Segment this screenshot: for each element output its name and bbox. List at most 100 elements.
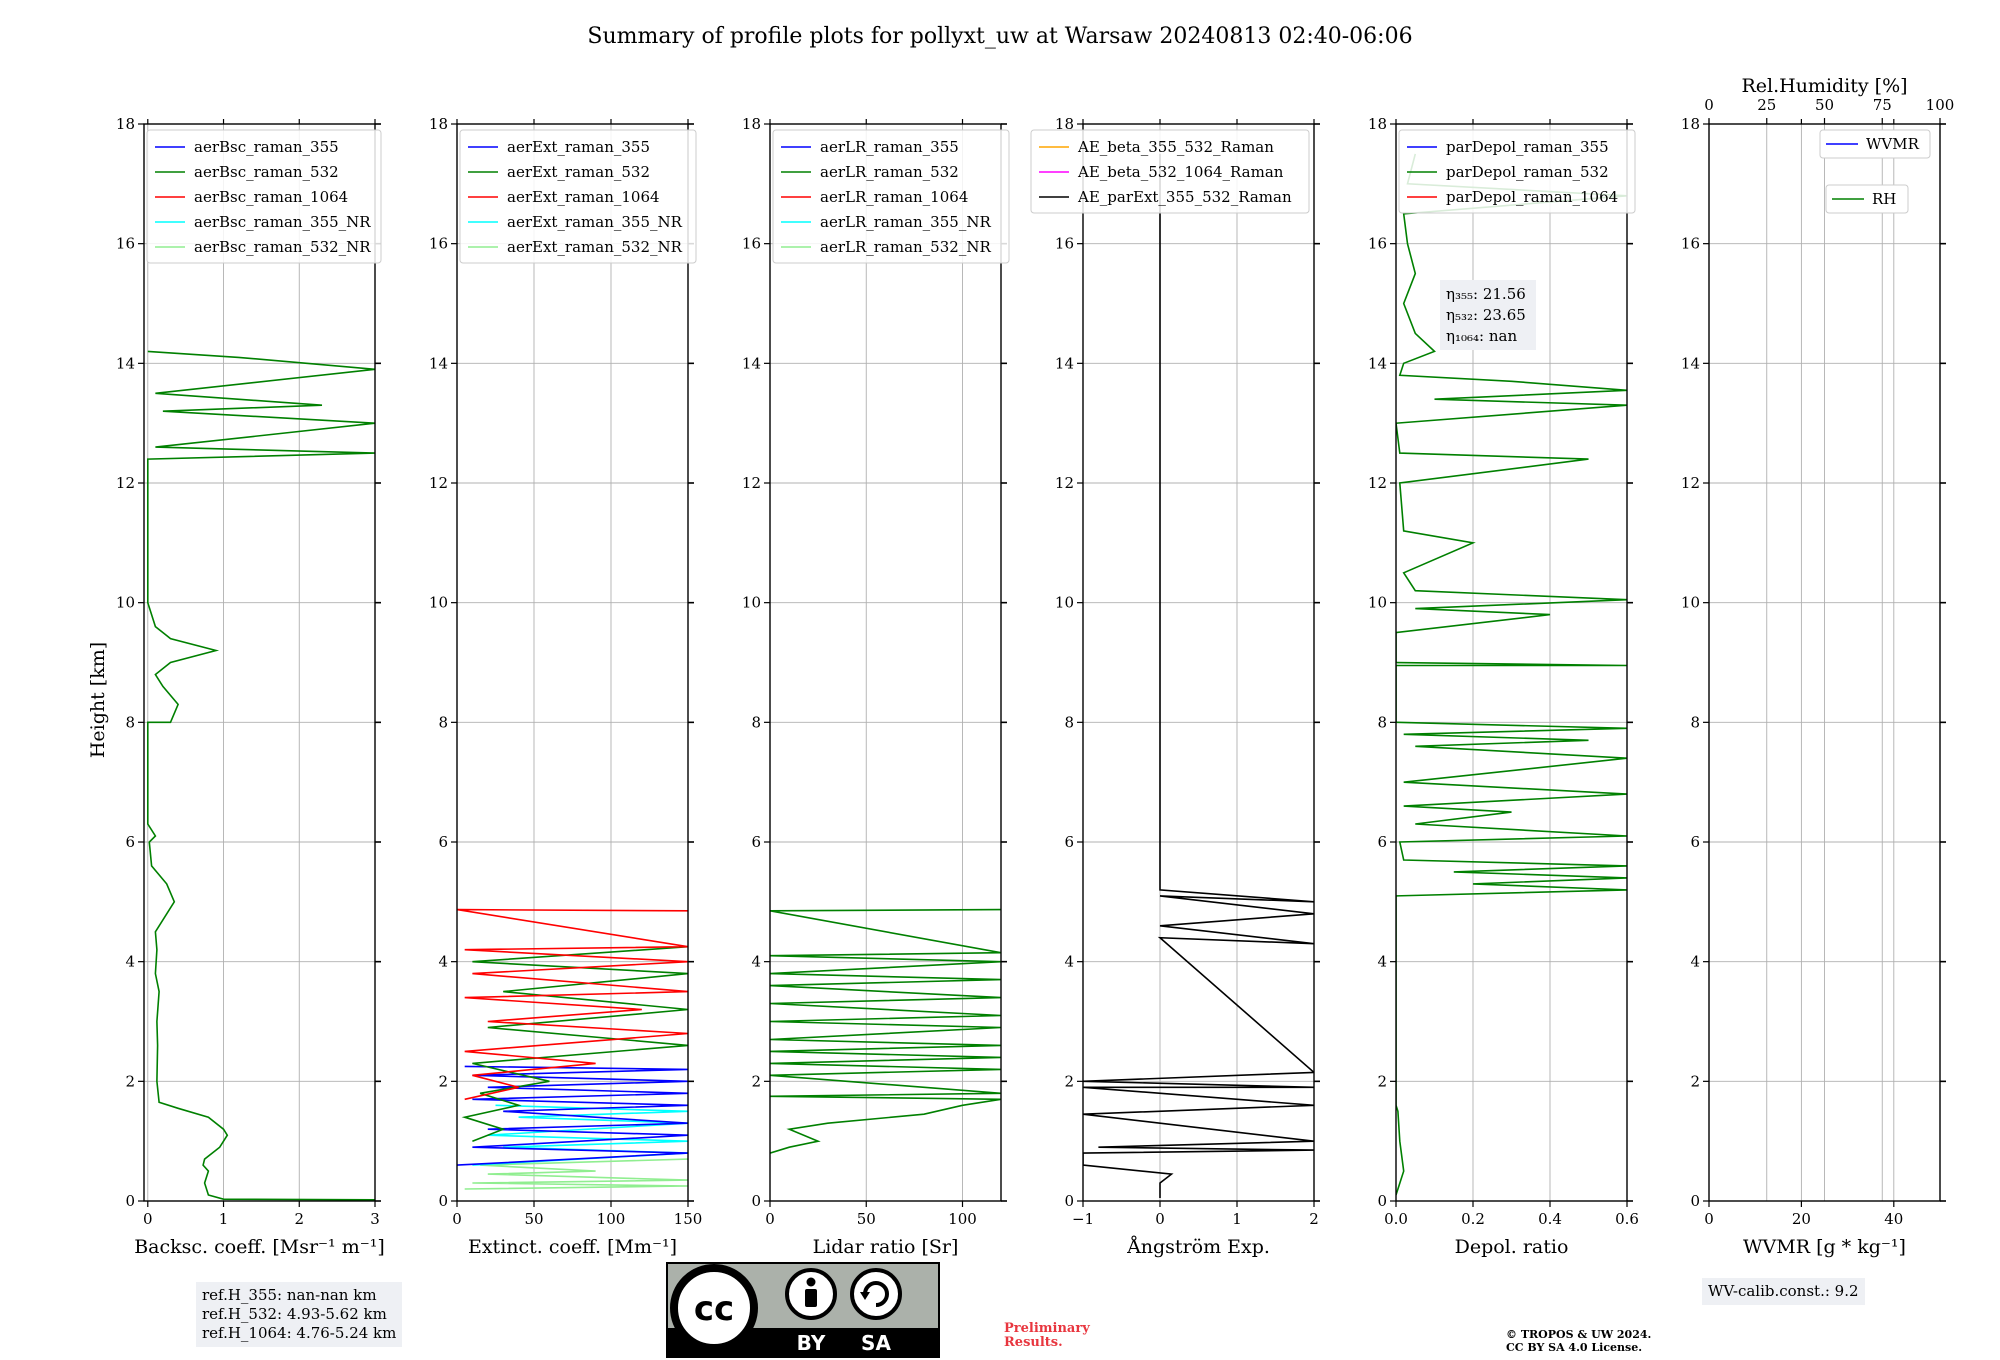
legend-label-aerExt_raman_532: aerExt_raman_532 <box>507 163 650 181</box>
y-tick-label: 14 <box>1368 354 1387 372</box>
plot-frame <box>1082 123 1315 1202</box>
y-tick-label: 18 <box>1681 115 1700 133</box>
annotation-line: η₃₅₅: 21.56 <box>1446 285 1526 303</box>
x-tick-label: 0 <box>1155 1210 1165 1228</box>
ref-h-355: ref.H_355: nan-nan km <box>202 1286 377 1304</box>
y-tick-label: 18 <box>429 115 448 133</box>
y-tick-label: 10 <box>1055 594 1074 612</box>
y-tick-label: 0 <box>1064 1192 1074 1210</box>
y-tick-label: 10 <box>116 594 135 612</box>
plot-frame <box>769 123 1002 1202</box>
y-tick-label: 18 <box>1055 115 1074 133</box>
y-tick-label: 12 <box>1368 474 1387 492</box>
x-tick-label: 1 <box>1232 1210 1242 1228</box>
ref-h-532: ref.H_532: 4.93-5.62 km <box>202 1305 387 1323</box>
y-tick-label: 10 <box>1681 594 1700 612</box>
series-group <box>457 908 688 1190</box>
x2-tick-label: 100 <box>1926 96 1955 114</box>
x-tick-label: 0 <box>452 1210 462 1228</box>
plot-frame <box>1395 123 1628 1202</box>
legend-label-aerBsc_raman_355: aerBsc_raman_355 <box>194 138 339 156</box>
y-tick-label: 6 <box>751 833 761 851</box>
series-group <box>147 350 375 1201</box>
x2-axis-label: Rel.Humidity [%] <box>1741 75 1907 97</box>
panel-dep: 0 2 4 6 8 10 12 14 16 18 0.0 0.2 0.4 0.6 Depol. ratio p… <box>1368 115 1639 1258</box>
y-tick-label: 8 <box>1690 713 1700 731</box>
series-group <box>770 908 1001 1154</box>
legend-label-parDepol_raman_355: parDepol_raman_355 <box>1446 138 1609 156</box>
y-tick-label: 16 <box>1368 235 1387 253</box>
y-tick-label: 2 <box>751 1072 761 1090</box>
legend-label-aerLR_raman_355_NR: aerLR_raman_355_NR <box>820 213 991 231</box>
y-tick-label: 8 <box>751 713 761 731</box>
annotation-line: η₁₀₆₄: nan <box>1446 327 1517 345</box>
y-tick-label: 2 <box>1690 1072 1700 1090</box>
legend-label-AE_parExt_355_532_Raman: AE_parExt_355_532_Raman <box>1077 188 1292 206</box>
legend-box <box>772 129 1010 264</box>
series-line-aerExt_raman_1064 <box>457 908 688 1101</box>
x-tick-label: 50 <box>524 1210 543 1228</box>
copyright-note: © TROPOS & UW 2024. CC BY SA 4.0 License… <box>1506 1328 1652 1354</box>
y-tick-label: 14 <box>429 354 448 372</box>
y-tick-label: 4 <box>1377 953 1387 971</box>
share-alike-icon <box>850 1268 902 1320</box>
y-tick-label: 16 <box>116 235 135 253</box>
y-tick-label: 4 <box>125 953 135 971</box>
y-tick-label: 12 <box>116 474 135 492</box>
x-tick-label: 0.2 <box>1461 1210 1485 1228</box>
y-tick-label: 0 <box>438 1192 448 1210</box>
legend-label-aerExt_raman_1064: aerExt_raman_1064 <box>507 188 660 206</box>
y-tick-label: 2 <box>438 1072 448 1090</box>
y-tick-label: 6 <box>1377 833 1387 851</box>
y-tick-label: 4 <box>1064 953 1074 971</box>
y-tick-label: 8 <box>1377 713 1387 731</box>
legend-box <box>1030 129 1310 214</box>
legend-box <box>146 129 382 264</box>
series-group <box>1396 153 1627 1196</box>
ref-h-1064: ref.H_1064: 4.76-5.24 km <box>202 1324 397 1342</box>
y-tick-label: 14 <box>116 354 135 372</box>
legend-label-AE_beta_532_1064_Raman: AE_beta_532_1064_Raman <box>1077 163 1284 181</box>
legend-label-RH: RH <box>1872 190 1896 208</box>
x-tick-label: 0.0 <box>1384 1210 1408 1228</box>
annotation-line: η₅₃₂: 23.65 <box>1446 306 1526 324</box>
legend-label-aerExt_raman_355: aerExt_raman_355 <box>507 138 650 156</box>
y-tick-label: 0 <box>1377 1192 1387 1210</box>
legend-label-WVMR: WVMR <box>1866 135 1920 153</box>
y-tick-label: 14 <box>742 354 761 372</box>
y-tick-label: 8 <box>438 713 448 731</box>
x-tick-label: 2 <box>1309 1210 1319 1228</box>
y-tick-label: 10 <box>429 594 448 612</box>
y-tick-label: 0 <box>1690 1192 1700 1210</box>
legend-label-parDepol_raman_1064: parDepol_raman_1064 <box>1446 188 1618 206</box>
preliminary-results-note: Preliminary Results. <box>1004 1321 1090 1350</box>
legend-label-aerExt_raman_355_NR: aerExt_raman_355_NR <box>507 213 683 231</box>
x-tick-label: 100 <box>597 1210 626 1228</box>
figure-title: Summary of profile plots for pollyxt_uw … <box>587 24 1412 49</box>
y-tick-label: 6 <box>125 833 135 851</box>
y-tick-label: 18 <box>116 115 135 133</box>
y-tick-label: 8 <box>1064 713 1074 731</box>
series-group <box>1083 153 1314 1198</box>
series-line-aerExt_raman_355_NR <box>472 1104 688 1166</box>
x-tick-label: 0 <box>1704 1210 1714 1228</box>
series-line-aerExt_raman_532 <box>461 945 688 1142</box>
series-line-aerExt_raman_532_NR <box>464 1158 688 1190</box>
legend-label-AE_beta_355_532_Raman: AE_beta_355_532_Raman <box>1077 138 1274 156</box>
x-axis-label: WVMR [g * kg⁻¹] <box>1743 1236 1906 1258</box>
y-tick-label: 16 <box>1055 235 1074 253</box>
x-tick-label: 3 <box>370 1210 380 1228</box>
x-tick-label: 100 <box>948 1210 977 1228</box>
series-line-aerBsc_raman_532 <box>147 350 375 1201</box>
y-tick-label: 16 <box>1681 235 1700 253</box>
series-line-aerExt_raman_355 <box>457 1065 688 1166</box>
y-tick-label: 6 <box>1690 833 1700 851</box>
y-tick-label: 14 <box>1055 354 1074 372</box>
y-tick-label: 18 <box>1368 115 1387 133</box>
y-tick-label: 16 <box>742 235 761 253</box>
panel-lr: 0 2 4 6 8 10 12 14 16 18 0 50 100 Lidar ratio [Sr] aer… <box>742 115 1010 1258</box>
x-tick-label: 0.6 <box>1615 1210 1639 1228</box>
y-tick-label: 6 <box>438 833 448 851</box>
x-tick-label: 0 <box>765 1210 775 1228</box>
series-line-aerLR_raman_532 <box>770 908 1001 1154</box>
